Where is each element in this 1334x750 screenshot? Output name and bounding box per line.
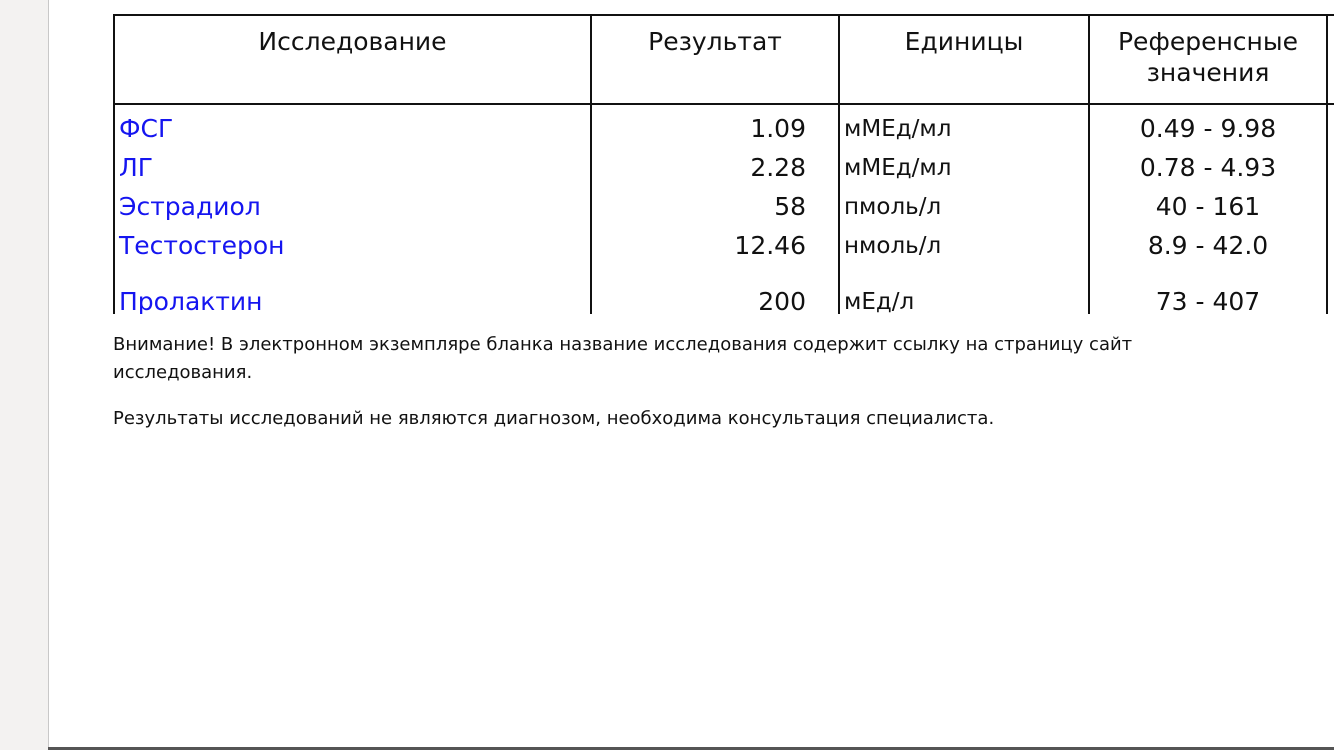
test-name[interactable]: Эстрадиол	[113, 183, 592, 222]
test-name[interactable]: ФСГ	[113, 104, 592, 144]
table-row: ФСГ 1.09 мМЕд/мл 0.49 - 9.98	[113, 104, 1334, 144]
table-container: Исследование Результат Единицы Референсные …	[113, 14, 1334, 314]
table-body: ФСГ 1.09 мМЕд/мл 0.49 - 9.98 ЛГ 2.28 мМЕд/мл 0.…	[113, 104, 1334, 314]
reference-range: 40 - 161	[1088, 183, 1328, 222]
table-row: Эстрадиол 58 пмоль/л 40 - 161	[113, 183, 1334, 222]
test-name[interactable]: ЛГ	[113, 144, 592, 183]
empty-cell	[1326, 261, 1334, 314]
reference-range: 73 - 407	[1088, 261, 1328, 314]
warning-note: Внимание! В электронном экземпляре бланк…	[113, 334, 1133, 355]
table-row: Пролактин 200 мЕд/л 73 - 407	[113, 261, 1334, 314]
reference-range: 8.9 - 42.0	[1088, 222, 1328, 261]
column-header: Результат	[590, 14, 840, 105]
result: 2.28	[590, 144, 840, 183]
result: 12.46	[590, 222, 840, 261]
units: пмоль/л	[838, 183, 1090, 222]
table-row: Тестостерон 12.46 нмоль/л 8.9 - 42.0	[113, 222, 1334, 261]
results-table: Исследование Результат Единицы Референсные …	[113, 14, 1334, 314]
result: 1.09	[590, 104, 840, 144]
reference-range: 0.78 - 4.93	[1088, 144, 1328, 183]
empty-cell	[1326, 144, 1334, 183]
side-panel	[0, 0, 49, 750]
units: мМЕд/мл	[838, 144, 1090, 183]
warning-note: исследования.	[113, 362, 253, 383]
result: 58	[590, 183, 840, 222]
header-row: Исследование Результат Единицы Референсные …	[113, 14, 1334, 105]
column-header: Исследование	[113, 14, 592, 105]
units: нмоль/л	[838, 222, 1090, 261]
reference-range: 0.49 - 9.98	[1088, 104, 1328, 144]
result: 200	[590, 261, 840, 314]
units: мЕд/л	[838, 261, 1090, 314]
table-row: ЛГ 2.28 мМЕд/мл 0.78 - 4.93	[113, 144, 1334, 183]
column-header	[1326, 14, 1334, 105]
page-edge	[48, 747, 1334, 750]
units: мМЕд/мл	[838, 104, 1090, 144]
empty-cell	[1326, 222, 1334, 261]
test-name[interactable]: Тестостерон	[113, 222, 592, 261]
disclaimer: Результаты исследований не являются диаг…	[113, 408, 995, 429]
empty-cell	[1326, 183, 1334, 222]
test-name[interactable]: Пролактин	[113, 261, 592, 314]
column-header: Единицы	[838, 14, 1090, 105]
column-header: Референсные значения	[1088, 14, 1328, 105]
empty-cell	[1326, 104, 1334, 144]
